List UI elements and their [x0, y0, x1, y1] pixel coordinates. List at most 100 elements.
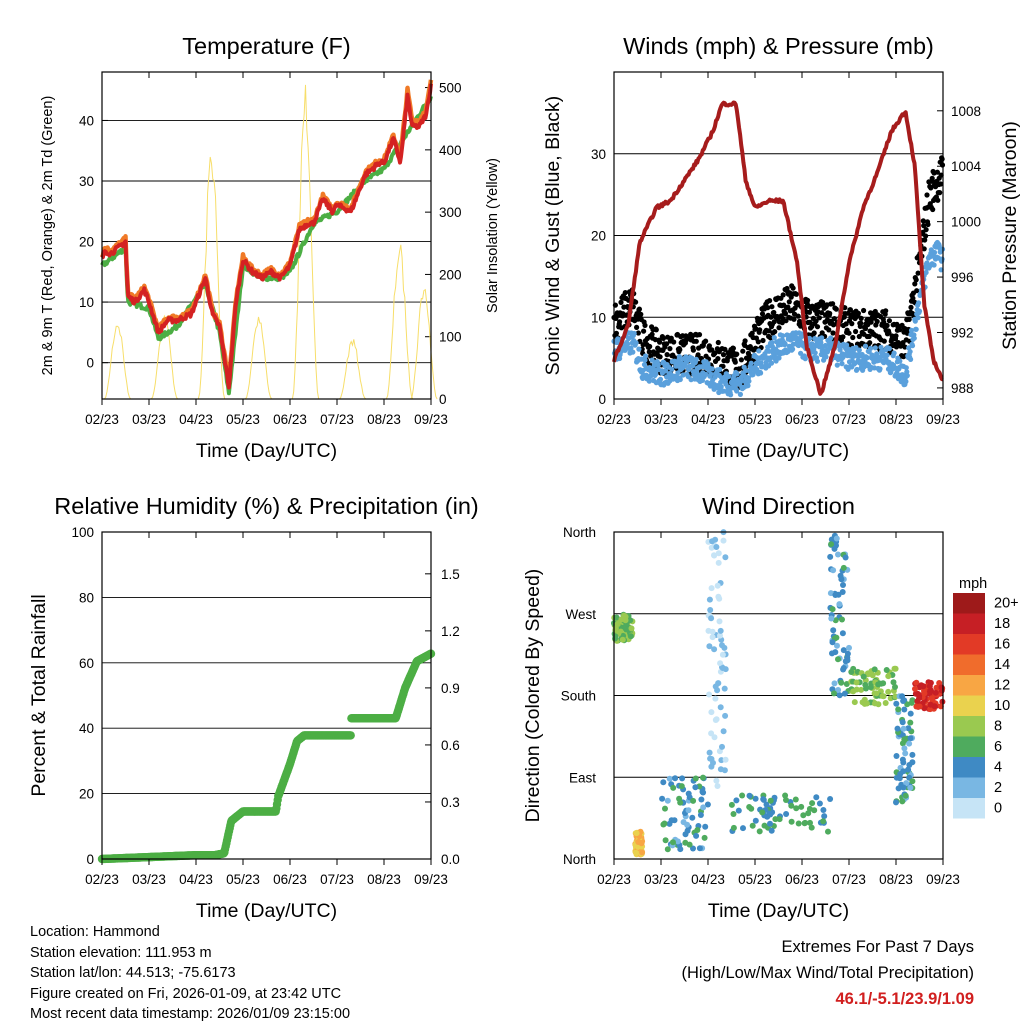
- wind-point: [818, 339, 824, 346]
- dir-xtick-label: 07/23: [832, 872, 866, 887]
- direction-point: [708, 615, 715, 622]
- direction-point: [875, 681, 882, 688]
- temp-title: Temperature (F): [182, 33, 350, 59]
- direction-point: [664, 797, 671, 804]
- wind-point: [854, 366, 860, 373]
- gust-point: [671, 339, 677, 345]
- direction-point: [828, 536, 835, 543]
- gust-point: [920, 218, 926, 224]
- direction-point: [821, 813, 828, 820]
- direction-point: [882, 700, 889, 706]
- wind-point: [734, 371, 740, 377]
- wind-point: [682, 363, 688, 369]
- wind-point: [909, 343, 916, 349]
- gust-point: [693, 338, 699, 344]
- gust-point: [928, 185, 934, 191]
- wind-point: [718, 384, 724, 390]
- wind-xtick-label: 08/23: [879, 412, 913, 427]
- gust-point: [732, 359, 738, 365]
- direction-point: [801, 820, 808, 827]
- extremes-values: 46.1/-5.1/23.9/1.09: [835, 990, 974, 1008]
- gust-point: [813, 318, 819, 324]
- solar-ytick-label: 100: [439, 330, 462, 345]
- gust-point: [720, 352, 727, 358]
- direction-point: [708, 730, 715, 737]
- gust-point: [706, 343, 713, 349]
- direction-point: [720, 537, 727, 544]
- gust-point: [867, 340, 873, 346]
- rh-ytick-label: 0: [86, 852, 94, 867]
- gust-point: [858, 320, 864, 326]
- gust-point: [866, 333, 872, 340]
- rh-xtick-label: 02/23: [85, 872, 119, 887]
- gust-point: [797, 318, 803, 324]
- gust-point: [819, 310, 825, 316]
- gust-point: [805, 297, 811, 303]
- wind-point: [931, 249, 938, 256]
- direction-point: [767, 797, 774, 804]
- gust-point: [908, 304, 914, 310]
- wind-point: [790, 346, 796, 352]
- solar-line: [103, 325, 132, 400]
- direction-point: [749, 822, 756, 829]
- direction-point: [733, 797, 740, 804]
- gust-point: [930, 206, 936, 213]
- direction-point: [833, 535, 840, 542]
- gust-point: [635, 330, 642, 336]
- wind-point: [904, 369, 910, 375]
- direction-point: [721, 685, 728, 692]
- wind-ytick-label: 30: [591, 147, 606, 162]
- speed-legend-swatch: [953, 613, 985, 634]
- wind-point: [939, 256, 945, 262]
- wind-ytick-label: 10: [591, 310, 606, 325]
- direction-point: [908, 699, 915, 706]
- direction-series: [611, 529, 946, 858]
- speed-legend-swatch: [953, 757, 985, 778]
- direction-point: [900, 784, 907, 791]
- dir-ytick-label: North: [563, 525, 596, 540]
- wind-point: [856, 347, 862, 353]
- gust-point: [806, 309, 813, 315]
- wind-point: [743, 367, 749, 374]
- speed-legend-label: 14: [994, 657, 1010, 673]
- wind-point: [907, 349, 913, 355]
- direction-point: [716, 618, 723, 625]
- direction-point: [840, 564, 847, 571]
- direction-point: [679, 775, 686, 782]
- direction-point: [677, 799, 684, 806]
- wind-point: [771, 335, 777, 341]
- direction-point: [899, 798, 906, 805]
- direction-point: [711, 646, 718, 653]
- rh-xtick-label: 05/23: [226, 872, 260, 887]
- direction-point: [792, 796, 799, 803]
- direction-point: [612, 635, 619, 642]
- direction-point: [782, 792, 789, 799]
- wind-point: [699, 377, 706, 383]
- rh-xtick-label: 06/23: [273, 872, 307, 887]
- wind-point: [738, 378, 744, 384]
- direction-point: [719, 665, 726, 671]
- direction-point: [686, 841, 693, 848]
- wind-point: [758, 360, 764, 366]
- direction-point: [712, 695, 719, 702]
- pressure-ytick-label: 1000: [951, 215, 981, 230]
- dir-xtick-label: 04/23: [691, 872, 725, 887]
- temp-2m-line: [100, 83, 433, 390]
- direction-point: [841, 690, 848, 697]
- direction-point: [900, 768, 907, 775]
- direction-point: [830, 627, 837, 634]
- wind-ytick-label: 20: [591, 229, 606, 244]
- direction-point: [735, 807, 742, 814]
- direction-point: [772, 816, 779, 823]
- gust-point: [765, 305, 771, 311]
- direction-point: [907, 719, 914, 726]
- direction-point: [759, 809, 766, 816]
- speed-legend-label: 4: [994, 760, 1002, 776]
- gust-point: [757, 327, 763, 333]
- wind-point: [819, 335, 825, 341]
- gust-point: [667, 346, 673, 352]
- direction-point: [844, 654, 851, 661]
- temp-xtick-label: 02/23: [85, 412, 119, 427]
- temp-xlabel: Time (Day/UTC): [196, 440, 337, 462]
